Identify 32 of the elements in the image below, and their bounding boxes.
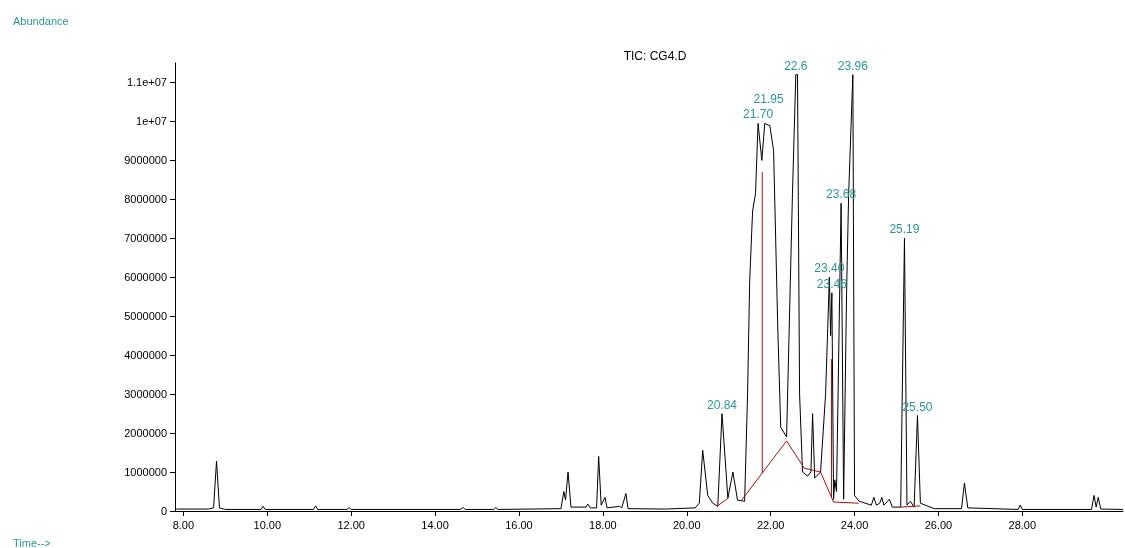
annotation: 25.19 — [889, 222, 920, 237]
annotation: 21.70 — [743, 107, 774, 122]
x-tick-label: 20.00 — [672, 518, 701, 531]
y-tick-label: 7000000 — [124, 232, 167, 245]
annotation: 22.6 — [784, 58, 808, 73]
x-tick-label: 10.00 — [253, 518, 282, 531]
annotation: 20.84 — [706, 397, 738, 412]
x-tick-label: 26.00 — [924, 518, 953, 531]
annotation: 23.96 — [837, 58, 869, 73]
x-tick-label: 8.00 — [172, 518, 195, 531]
chart-title: TIC: CG4.D — [623, 49, 687, 63]
x-tick-label: 12.00 — [337, 518, 365, 531]
annotation: 21.95 — [753, 92, 784, 107]
y-tick-label: 0 — [160, 505, 167, 517]
x-tick-label: 18.00 — [589, 518, 617, 531]
y-tick-label: 1e+07 — [136, 115, 167, 128]
y-tick-label: 6000000 — [124, 271, 167, 284]
x-tick-label: 16.00 — [505, 518, 533, 531]
x-tick-label: 14.00 — [421, 518, 449, 531]
x-tick-label: 24.00 — [840, 518, 869, 531]
y-tick-label: 2000000 — [124, 427, 167, 440]
y-tick-label: 3000000 — [124, 388, 167, 401]
text: Abundance — [13, 14, 69, 27]
x-tick-label: 22.00 — [756, 518, 785, 531]
y-tick-label: 1.1e+07 — [126, 76, 167, 89]
y-tick-label: 8000000 — [124, 193, 167, 206]
text: Time--> — [13, 536, 51, 548]
y-tick-label: 5000000 — [124, 310, 167, 323]
y-tick-label: 9000000 — [124, 154, 167, 167]
y-tick-label: 1000000 — [124, 466, 167, 479]
y-tick-label: 4000000 — [124, 349, 167, 362]
x-tick-label: 28.00 — [1008, 518, 1037, 531]
